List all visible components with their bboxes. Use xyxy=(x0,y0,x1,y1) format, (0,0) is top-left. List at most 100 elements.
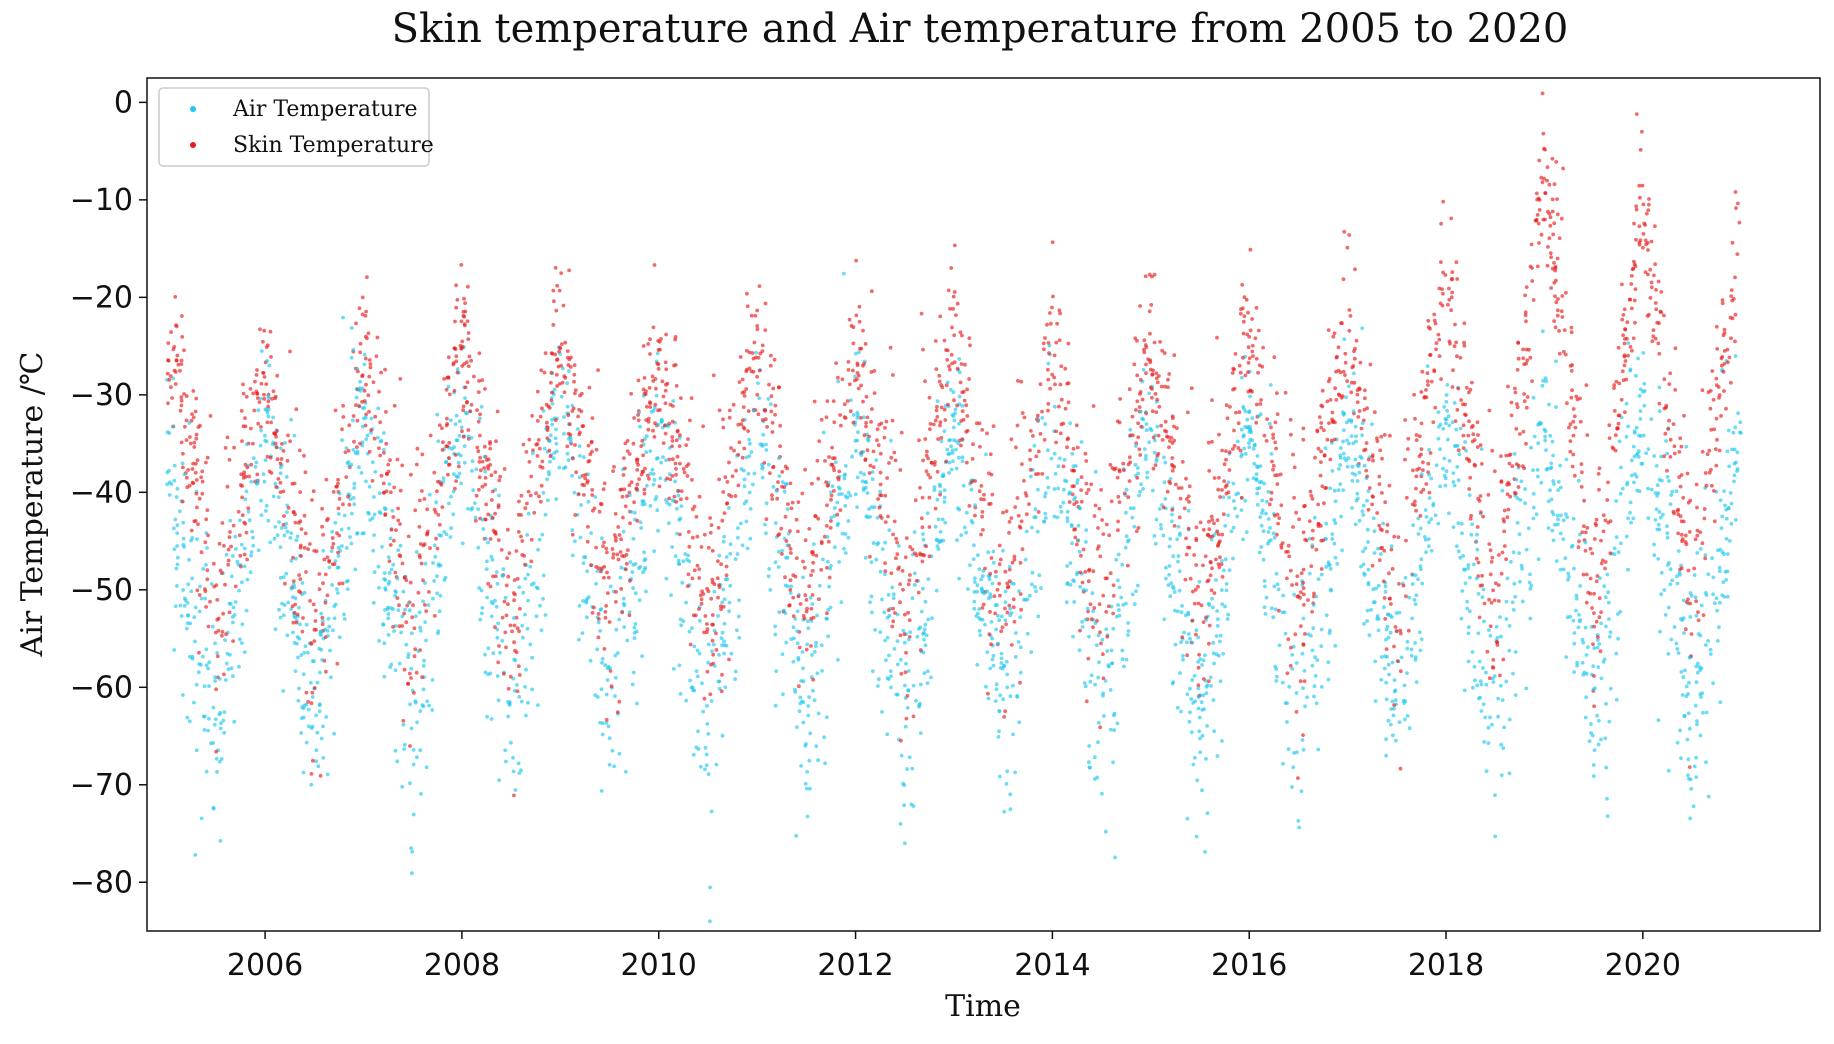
air-temperature-point xyxy=(990,657,995,662)
air-temperature-point xyxy=(528,564,533,569)
air-temperature-point xyxy=(1715,639,1720,643)
skin-temperature-point xyxy=(1081,547,1086,552)
skin-temperature-point xyxy=(1045,322,1049,327)
air-temperature-point xyxy=(172,478,177,483)
skin-temperature-point xyxy=(1295,574,1300,579)
skin-temperature-point xyxy=(1047,351,1051,356)
skin-temperature-point xyxy=(973,513,977,518)
skin-temperature-point xyxy=(560,380,565,385)
skin-temperature-point xyxy=(1019,607,1023,612)
skin-temperature-point xyxy=(784,539,789,543)
skin-temperature-point xyxy=(1050,372,1055,377)
skin-temperature-point xyxy=(842,415,847,420)
air-temperature-point xyxy=(1366,567,1371,572)
air-temperature-point xyxy=(396,548,401,552)
air-temperature-point xyxy=(1616,550,1621,555)
air-temperature-point xyxy=(1442,456,1447,461)
skin-temperature-point xyxy=(571,456,575,461)
air-temperature-point xyxy=(1179,610,1184,615)
skin-temperature-point xyxy=(486,512,491,517)
air-temperature-point xyxy=(362,362,367,367)
air-temperature-point xyxy=(806,713,811,718)
air-temperature-point xyxy=(1294,691,1299,695)
air-temperature-point xyxy=(998,774,1002,779)
skin-temperature-point xyxy=(1015,496,1020,500)
air-temperature-point xyxy=(832,545,837,550)
air-temperature-point xyxy=(1688,615,1693,619)
skin-temperature-point xyxy=(227,535,232,539)
air-temperature-point xyxy=(1383,654,1387,659)
air-temperature-point xyxy=(1720,593,1725,597)
skin-temperature-point xyxy=(497,644,501,648)
air-temperature-point xyxy=(885,615,890,620)
skin-temperature-point xyxy=(590,488,595,492)
air-temperature-point xyxy=(938,484,942,489)
skin-temperature-point xyxy=(1596,472,1601,476)
skin-temperature-point xyxy=(995,587,1000,592)
air-temperature-point xyxy=(413,614,418,619)
skin-temperature-point xyxy=(832,468,836,473)
skin-temperature-point xyxy=(182,348,186,353)
air-temperature-point xyxy=(327,565,332,570)
air-temperature-point xyxy=(1367,633,1372,638)
skin-temperature-point xyxy=(1003,569,1008,574)
air-temperature-point xyxy=(989,620,994,624)
skin-temperature-point xyxy=(420,452,425,457)
air-temperature-point xyxy=(1226,480,1231,485)
skin-temperature-point xyxy=(998,557,1003,562)
skin-temperature-point xyxy=(590,416,595,420)
air-temperature-point xyxy=(1718,600,1722,605)
air-temperature-point xyxy=(595,569,600,573)
air-temperature-point xyxy=(365,433,370,438)
air-temperature-point xyxy=(292,640,297,645)
air-temperature-point xyxy=(617,617,622,622)
air-temperature-point xyxy=(1725,594,1730,599)
air-temperature-point xyxy=(1676,549,1681,553)
skin-temperature-point xyxy=(1246,310,1250,315)
skin-temperature-point xyxy=(406,681,410,686)
skin-temperature-point xyxy=(1458,355,1463,360)
air-temperature-point xyxy=(1336,467,1341,471)
air-temperature-point xyxy=(1218,633,1223,638)
air-temperature-point xyxy=(1479,682,1484,687)
skin-temperature-point xyxy=(203,587,207,591)
air-temperature-point xyxy=(1595,645,1600,650)
air-temperature-point xyxy=(424,765,429,770)
air-temperature-point xyxy=(593,693,598,698)
air-temperature-point xyxy=(1260,498,1265,503)
air-temperature-point xyxy=(1030,525,1034,530)
skin-temperature-point xyxy=(942,338,947,343)
air-temperature-point xyxy=(1350,506,1354,510)
skin-temperature-point xyxy=(1568,422,1573,427)
air-temperature-point xyxy=(296,655,300,660)
skin-temperature-point xyxy=(714,631,718,636)
air-temperature-point xyxy=(799,764,803,768)
skin-temperature-point xyxy=(949,266,954,270)
air-temperature-point xyxy=(925,669,930,674)
skin-temperature-point xyxy=(447,440,452,445)
skin-temperature-point xyxy=(1499,571,1504,576)
air-temperature-point xyxy=(821,557,825,562)
skin-temperature-point xyxy=(927,525,932,529)
skin-temperature-point xyxy=(888,345,893,350)
skin-temperature-point xyxy=(1089,617,1094,622)
air-temperature-point xyxy=(1612,552,1617,557)
air-temperature-point xyxy=(1243,498,1248,503)
air-temperature-point xyxy=(193,853,198,857)
air-temperature-point xyxy=(977,567,982,571)
air-temperature-point xyxy=(687,629,692,634)
air-temperature-point xyxy=(1420,581,1425,586)
air-temperature-point xyxy=(1068,421,1072,426)
skin-temperature-point xyxy=(1477,615,1482,620)
skin-temperature-point xyxy=(504,645,508,650)
air-temperature-point xyxy=(229,666,234,671)
air-temperature-point xyxy=(1314,701,1319,706)
skin-temperature-point xyxy=(435,546,440,551)
air-temperature-point xyxy=(1700,691,1705,696)
skin-temperature-point xyxy=(632,500,636,505)
air-temperature-point xyxy=(1274,571,1279,576)
skin-temperature-point xyxy=(239,409,244,413)
air-temperature-point xyxy=(1144,454,1148,458)
air-temperature-point xyxy=(1178,531,1182,536)
skin-temperature-point xyxy=(854,313,859,318)
